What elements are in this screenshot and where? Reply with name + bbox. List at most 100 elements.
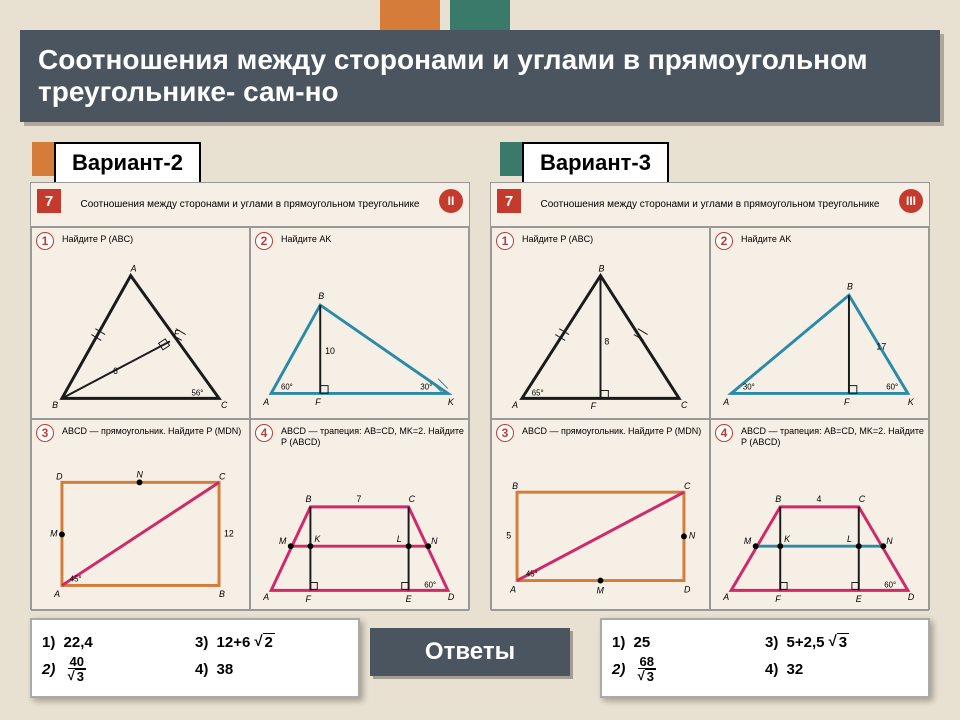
pt-F: F	[591, 401, 597, 411]
cell-number: 2	[715, 232, 733, 250]
pt-K: K	[784, 534, 791, 544]
pt-E: E	[856, 594, 862, 604]
cell-task: ABCD — трапеция: AB=CD, MK=2. Найдите P …	[281, 426, 464, 448]
answers-box-v3: 1) 25 3) 5+2,53 2) 683 4) 32	[600, 618, 930, 698]
pt-M: M	[279, 536, 287, 546]
v2-diagram-2: B A K F 10 60° 30°	[251, 256, 468, 418]
val-BC: 7	[357, 494, 362, 504]
card-number: 7	[37, 189, 61, 213]
pt-E: E	[406, 594, 412, 604]
answers-label: Ответы	[370, 628, 570, 676]
pt-F: F	[775, 594, 781, 604]
v3-ans-1: 1) 25	[612, 633, 765, 651]
v2-cell-1: 1 Найдите P (ABC) A B C F 6 56°	[31, 227, 250, 419]
pt-N: N	[689, 530, 696, 540]
pt-F: F	[306, 594, 312, 604]
decor-orange-top	[380, 0, 440, 30]
pt-B: B	[775, 494, 781, 504]
pt-B: B	[512, 481, 518, 491]
pt-C: C	[221, 400, 228, 410]
pt-B: B	[52, 400, 58, 410]
pt-C: C	[681, 400, 688, 410]
pt-N: N	[431, 536, 438, 546]
pt-C: C	[684, 481, 691, 491]
pt-A: A	[722, 592, 729, 602]
val-BF: 8	[604, 336, 609, 346]
pt-D: D	[448, 592, 455, 602]
pt-M: M	[744, 536, 752, 546]
cell-number: 3	[496, 424, 514, 442]
pt-K: K	[448, 397, 455, 407]
ang-A: 45°	[70, 575, 82, 584]
pt-N: N	[137, 469, 144, 479]
pt-C: C	[859, 494, 866, 504]
cell-task: Найдите P (ABC)	[522, 234, 705, 245]
ang-A: 30°	[743, 383, 755, 392]
pt-A: A	[511, 400, 518, 410]
v3-cell-4: 4 ABCD — трапеция: AB=CD, MK=2. Найдите …	[710, 419, 929, 611]
v3-cell-3: 3 ABCD — прямоугольник. Найдите P (MDN) …	[491, 419, 710, 611]
v2-cell-4: 4 ABCD — трапеция: AB=CD, MK=2. Найдите …	[250, 419, 469, 611]
pt-F: F	[844, 397, 850, 407]
cell-task: Найдите AK	[281, 234, 464, 245]
card-header-v2: 7 Соотношения между сторонами и углами в…	[31, 183, 469, 227]
pt-B: B	[318, 291, 324, 301]
cell-number: 3	[36, 424, 54, 442]
pt-N: N	[886, 536, 893, 546]
pt-F: F	[174, 329, 180, 339]
cell-task: ABCD — трапеция: AB=CD, MK=2. Найдите P …	[741, 426, 924, 448]
answers-box-v2: 1) 22,4 3) 12+62 2) 403 4) 38	[30, 618, 360, 698]
pt-F: F	[315, 397, 321, 407]
card-title: Соотношения между сторонами и углами в п…	[80, 199, 419, 211]
v3-ans-2: 2) 683	[612, 655, 765, 683]
v3-diagram-4: A B C D M N K L F E 4 60°	[711, 448, 928, 610]
pt-L: L	[397, 534, 402, 544]
worksheet-variant-3: 7 Соотношения между сторонами и углами в…	[490, 182, 930, 610]
ang-D: 60°	[884, 580, 896, 589]
pt-D: D	[56, 471, 63, 481]
pt-D: D	[908, 592, 915, 602]
v2-diagram-1: A B C F 6 56°	[32, 256, 249, 418]
pt-K: K	[908, 397, 915, 407]
pt-C: C	[219, 471, 226, 481]
v2-ans-1: 1) 22,4	[42, 633, 195, 651]
val-BC: 4	[817, 494, 822, 504]
val-AB: 5	[506, 530, 511, 540]
pt-A: A	[262, 592, 269, 602]
ang-A: 45°	[526, 570, 538, 579]
val-BF: 6	[113, 366, 118, 376]
val-BF: 10	[325, 346, 335, 356]
v3-cell-1: 1 Найдите P (ABC) B A C F 8 65°	[491, 227, 710, 419]
v2-ans-3: 3) 12+62	[195, 633, 348, 651]
v3-diagram-2: B A K F 17 30° 60°	[711, 256, 928, 418]
cell-task: Найдите AK	[741, 234, 924, 245]
decor-green-top	[450, 0, 510, 30]
v3-ans-3: 3) 5+2,53	[765, 633, 918, 651]
val-BK: 17	[876, 341, 886, 351]
v2-ans-2: 2) 403	[42, 655, 195, 683]
pt-A: A	[130, 264, 137, 274]
decor-green-tab3	[500, 142, 522, 176]
pt-A: A	[53, 589, 60, 599]
ang-A: 60°	[281, 383, 293, 392]
decor-orange-tab2	[32, 142, 54, 176]
pt-A: A	[262, 397, 269, 407]
pt-B: B	[306, 494, 312, 504]
pt-K: K	[314, 534, 321, 544]
ang-K: 60°	[886, 383, 898, 392]
cell-task: ABCD — прямоугольник. Найдите P (MDN)	[62, 426, 245, 437]
v2-ans-4: 4) 38	[195, 655, 348, 683]
card-title: Соотношения между сторонами и углами в п…	[540, 199, 879, 211]
variant-2-tab: Вариант-2	[54, 142, 201, 184]
v2-diagram-4: A B C D M N K L F E 7 60°	[251, 448, 468, 610]
pt-B: B	[847, 281, 853, 291]
ang-A: 65°	[532, 388, 544, 397]
v3-diagram-1: B A C F 8 65°	[492, 256, 709, 418]
ang-C: 56°	[192, 388, 204, 397]
slide-title: Соотношения между сторонами и углами в п…	[20, 30, 940, 122]
card-badge-v2: II	[439, 189, 463, 213]
card-header-v3: 7 Соотношения между сторонами и углами в…	[491, 183, 929, 227]
cell-number: 4	[715, 424, 733, 442]
v2-cell-3: 3 ABCD — прямоугольник. Найдите P (MDN) …	[31, 419, 250, 611]
pt-M: M	[597, 585, 605, 595]
